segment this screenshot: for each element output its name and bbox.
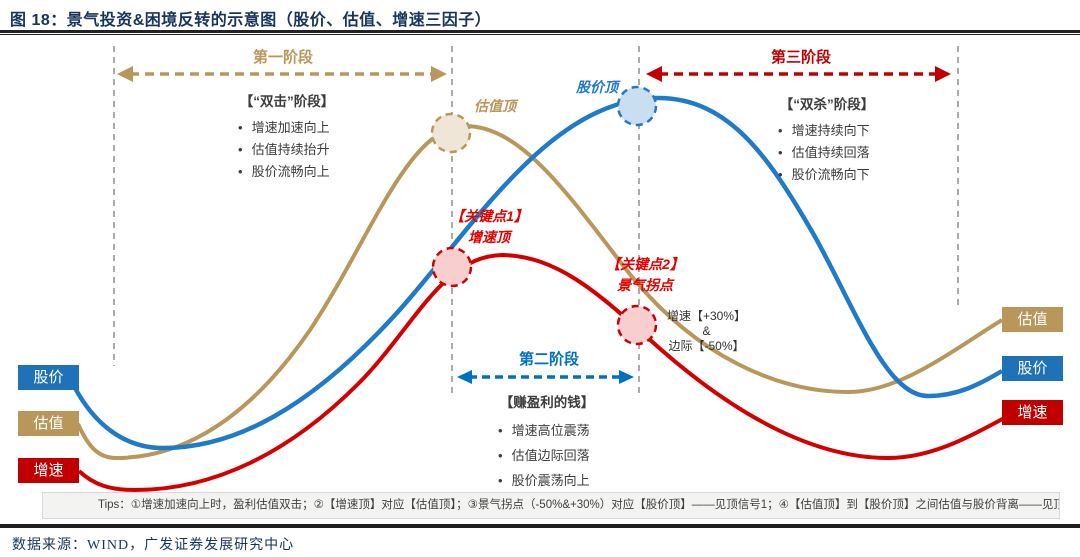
bullet-item: 增速持续向下 (778, 120, 942, 142)
bullet-item: 股价流畅向上 (238, 161, 402, 183)
source-note: 数据来源：WIND，广发证券发展研究中心 (12, 538, 295, 553)
keypoint1-sub: 增速顶 (468, 229, 510, 245)
bottom-rule (0, 524, 1080, 528)
keypoint2-title: 【关键点2】 (606, 256, 684, 272)
price-top-marker (616, 85, 658, 127)
keypoint1-title: 【关键点1】 (450, 208, 528, 224)
stage2-arrow (457, 370, 634, 384)
threshold-line2: & (702, 324, 711, 338)
price-top-label: 股价顶 (576, 79, 618, 95)
valuation-top-marker (430, 112, 472, 154)
bullet-item: 估值持续回落 (778, 142, 942, 164)
bullet-item: 股价震荡向上 (498, 468, 662, 493)
keypoint2-sub: 景气拐点 (617, 277, 673, 293)
legend-valuation-left: 估值 (18, 411, 79, 436)
stage3-heading: 【“双杀”阶段】 (779, 97, 875, 112)
title-rule (0, 30, 1080, 35)
threshold-note: 增速【+30%】 & 边际【-50%】 (644, 309, 769, 354)
stage1-heading: 【“双击”阶段】 (239, 94, 335, 109)
stage2-heading: 【赚盈利的钱】 (499, 395, 595, 410)
stage1-label: 第一阶段 (252, 49, 313, 66)
stage3-panel: 【“双杀”阶段】 增速持续向下 估值持续回落 股价流畅向下 (712, 93, 942, 186)
bullet-item: 增速加速向上 (238, 117, 402, 139)
bullet-item: 估值边际回落 (498, 443, 662, 468)
tips-bar: Tips：①增速加速向上时，盈利估值双击；②【增速顶】对应【估值顶】；③景气拐点… (42, 492, 1060, 519)
price-curve (72, 95, 1004, 451)
keypoint2-label: 【关键点2】 景气拐点 (570, 254, 720, 296)
legend-valuation-right: 估值 (1002, 307, 1063, 332)
legend-price-right: 股价 (1002, 356, 1063, 381)
stage3-label: 第三阶段 (770, 49, 831, 66)
figure-title: 图 18：景气投资&困境反转的示意图（股价、估值、增速三因子） (10, 12, 492, 29)
valuation-top-label: 估值顶 (474, 98, 516, 114)
bullet-item: 估值持续抬升 (238, 139, 402, 161)
threshold-line1: 增速【+30%】 (666, 309, 747, 323)
stage1-arrow (117, 66, 447, 82)
stage3-arrow (646, 66, 951, 82)
stage2-panel: 【赚盈利的钱】 增速高位震荡 估值边际回落 股价震荡向上 (432, 391, 662, 493)
bullet-item: 增速高位震荡 (498, 418, 662, 443)
bullet-item: 股价流畅向下 (778, 164, 942, 186)
threshold-line3: 边际【-50%】 (668, 339, 745, 353)
stage2-label: 第二阶段 (518, 351, 579, 368)
legend-growth-right: 增速 (1002, 400, 1063, 425)
growth-top-marker (431, 246, 473, 288)
legend-growth-left: 增速 (18, 458, 79, 483)
inflection-point-marker (616, 304, 658, 346)
keypoint1-label: 【关键点1】 增速顶 (414, 206, 564, 248)
growth-curve (77, 252, 1007, 493)
stage1-panel: 【“双击”阶段】 增速加速向上 估值持续抬升 股价流畅向上 (172, 90, 402, 183)
legend-price-left: 股价 (18, 365, 79, 390)
